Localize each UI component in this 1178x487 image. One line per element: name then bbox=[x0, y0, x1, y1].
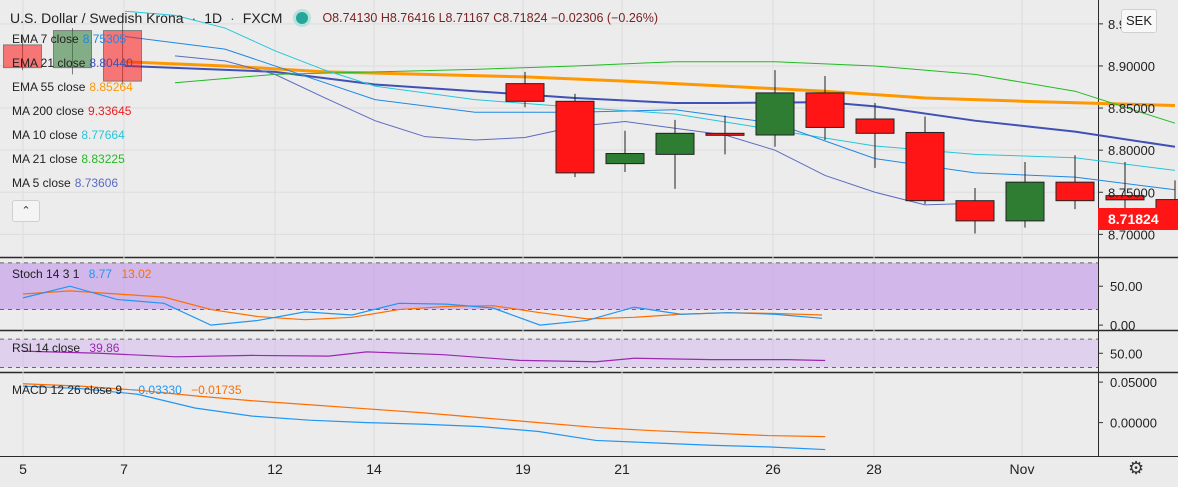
rsi-legend[interactable]: RSI 14 close 39.86 bbox=[12, 341, 119, 355]
candle-body bbox=[855, 118, 895, 134]
legend-label: MA 21 close bbox=[12, 152, 78, 166]
change-value: −0.02306 (−0.26%) bbox=[550, 11, 658, 25]
candle-body bbox=[705, 132, 745, 136]
series-line bbox=[124, 60, 1176, 108]
legend-value: 8.85264 bbox=[89, 80, 133, 94]
candle-body bbox=[805, 92, 845, 128]
collapse-legend-button[interactable]: ⌃ bbox=[12, 200, 40, 222]
price-tick-label: 8.80000 bbox=[1108, 143, 1155, 158]
legend-item[interactable]: MA 200 close 9.33645 bbox=[12, 104, 131, 118]
time-tick-label: 28 bbox=[866, 461, 882, 477]
legend-label: MA 200 close bbox=[12, 104, 85, 118]
candle-body bbox=[505, 83, 545, 102]
indicator-line bbox=[22, 385, 826, 451]
legend-item[interactable]: EMA 21 close 8.80440 bbox=[12, 56, 133, 70]
candle-body bbox=[1105, 195, 1145, 201]
macd-legend[interactable]: MACD 12 26 close 9 −0.03330 −0.01735 bbox=[12, 383, 242, 397]
interval-label[interactable]: 1D bbox=[204, 10, 223, 26]
candle-body bbox=[103, 30, 142, 82]
legend-label: EMA 55 close bbox=[12, 80, 86, 94]
time-tick-label: 5 bbox=[19, 461, 27, 477]
rsi-label: RSI 14 close bbox=[12, 341, 81, 355]
chevron-up-icon: ⌃ bbox=[21, 205, 31, 217]
time-tick-label: Nov bbox=[1010, 461, 1035, 477]
pane-tick-label: 50.00 bbox=[1110, 346, 1143, 361]
series-line bbox=[124, 35, 1176, 191]
stoch-k-value: 8.77 bbox=[88, 267, 113, 281]
price-tick-label: 8.90000 bbox=[1108, 59, 1155, 74]
last-price-box bbox=[1098, 208, 1178, 231]
close-value: C8.71824 bbox=[493, 11, 548, 25]
legend-label: EMA 7 close bbox=[12, 32, 79, 46]
low-value: L8.71167 bbox=[438, 11, 490, 25]
legend-value: 8.83225 bbox=[81, 152, 125, 166]
candle-body bbox=[755, 92, 795, 136]
legend-item[interactable]: MA 5 close 8.73606 bbox=[12, 176, 118, 190]
legend-value: 8.75305 bbox=[82, 32, 127, 46]
time-tick-label: 26 bbox=[765, 461, 781, 477]
market-status-icon bbox=[296, 12, 309, 24]
macd-signal-value: −0.01735 bbox=[191, 383, 242, 397]
legend-value: 8.80440 bbox=[89, 56, 133, 70]
legend-value: 8.77664 bbox=[81, 128, 125, 142]
candle-body bbox=[1055, 181, 1095, 202]
stoch-legend[interactable]: Stoch 14 3 1 8.77 13.02 bbox=[12, 267, 151, 281]
ohlc-readout: O8.74130 H8.76416 L8.71167 C8.71824 −0.0… bbox=[322, 11, 658, 25]
candle-body bbox=[3, 44, 42, 69]
legend-label: MA 10 close bbox=[12, 128, 78, 142]
pane-tick-label: 0.05000 bbox=[1110, 375, 1157, 390]
currency-button[interactable]: SEK bbox=[1121, 9, 1157, 33]
candle-body bbox=[955, 200, 995, 222]
time-tick-label: 12 bbox=[267, 461, 283, 477]
legend-item[interactable]: MA 10 close 8.77664 bbox=[12, 128, 125, 142]
legend-value: 9.33645 bbox=[88, 104, 132, 118]
rsi-value: 39.86 bbox=[89, 341, 120, 355]
legend-item[interactable]: EMA 55 close 8.85264 bbox=[12, 80, 133, 94]
indicator-line bbox=[22, 383, 826, 438]
stoch-d-value: 13.02 bbox=[121, 267, 152, 281]
stoch-label: Stoch 14 3 1 bbox=[12, 267, 80, 281]
time-tick-label: 14 bbox=[366, 461, 382, 477]
time-tick-label: 19 bbox=[515, 461, 531, 477]
legend-label: EMA 21 close bbox=[12, 56, 86, 70]
pane-background bbox=[0, 374, 1098, 455]
macd-value: −0.03330 bbox=[131, 383, 182, 397]
candle-body bbox=[605, 153, 645, 165]
pane-tick-label: 0.00 bbox=[1110, 318, 1135, 333]
candle-body bbox=[655, 132, 695, 155]
candle-body bbox=[53, 30, 92, 69]
open-value: O8.74130 bbox=[322, 11, 378, 25]
candle-body bbox=[555, 100, 595, 174]
time-tick-label: 21 bbox=[614, 461, 630, 477]
indicator-band bbox=[0, 262, 1098, 310]
legend-label: MA 5 close bbox=[12, 176, 71, 190]
chart-header: U.S. Dollar / Swedish Krona · 1D · FXCM … bbox=[10, 10, 658, 26]
indicator-band bbox=[0, 339, 1098, 368]
candle-body bbox=[905, 131, 945, 202]
macd-label: MACD 12 26 close 9 bbox=[12, 383, 123, 397]
legend-item[interactable]: MA 21 close 8.83225 bbox=[12, 152, 125, 166]
series-line bbox=[174, 61, 1176, 124]
candle-body bbox=[1005, 181, 1045, 222]
indicator-line bbox=[22, 350, 826, 363]
exchange-label: FXCM bbox=[242, 10, 283, 26]
price-tick-label: 8.85000 bbox=[1108, 101, 1155, 116]
gear-icon[interactable]: ⚙ bbox=[1128, 458, 1145, 478]
indicator-line bbox=[22, 285, 823, 326]
high-value: H8.76416 bbox=[380, 11, 436, 25]
series-line bbox=[124, 64, 1176, 148]
legend-value: 8.73606 bbox=[74, 176, 119, 190]
pane-background bbox=[0, 332, 1098, 371]
pane-background bbox=[0, 0, 1098, 256]
pane-tick-label: 0.00000 bbox=[1110, 416, 1157, 431]
legend-item[interactable]: EMA 7 close 8.75305 bbox=[12, 32, 126, 46]
pane-tick-label: 50.00 bbox=[1110, 279, 1143, 294]
symbol-title[interactable]: U.S. Dollar / Swedish Krona bbox=[10, 10, 184, 26]
price-tick-label: 8.70000 bbox=[1108, 227, 1155, 242]
price-tick-label: 8.75000 bbox=[1108, 185, 1155, 200]
time-tick-label: 7 bbox=[120, 461, 128, 477]
last-price-label: 8.71824 bbox=[1108, 211, 1159, 227]
